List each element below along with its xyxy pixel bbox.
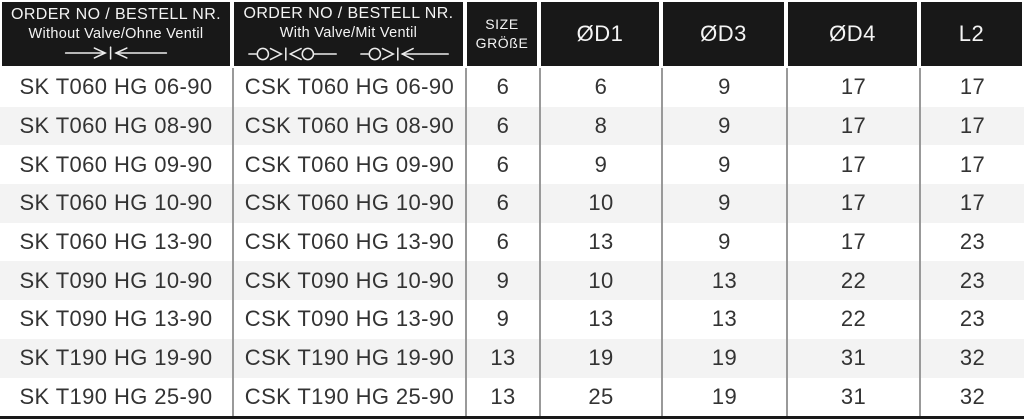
cell-size: 6 <box>465 68 539 107</box>
cell-l2: 32 <box>919 377 1024 417</box>
cell-size: 13 <box>465 377 539 417</box>
cell-order-with-valve: CSK T060 HG 10-90 <box>232 184 465 223</box>
header-d1: ØD1 <box>541 2 659 66</box>
header-order-with-valve: ORDER NO / BESTELL NR. With Valve/Mit Ve… <box>234 2 463 66</box>
table-header: ORDER NO / BESTELL NR. Without Valve/Ohn… <box>0 0 1024 68</box>
cell-d1: 10 <box>539 184 661 223</box>
cell-d4: 17 <box>786 184 919 223</box>
cell-l2: 17 <box>919 68 1024 107</box>
cell-d3: 9 <box>661 68 786 107</box>
cell-l2: 23 <box>919 300 1024 339</box>
header-order-without-valve-title: ORDER NO / BESTELL NR. <box>10 6 222 23</box>
cell-size: 6 <box>465 106 539 146</box>
cell-size: 6 <box>465 184 539 223</box>
cell-d1: 13 <box>539 222 661 262</box>
cell-order-with-valve: CSK T090 HG 13-90 <box>232 300 465 339</box>
cell-order-with-valve: CSK T060 HG 13-90 <box>232 222 465 262</box>
header-order-with-valve-title: ORDER NO / BESTELL NR. <box>243 5 454 22</box>
cell-order-without-valve: SK T090 HG 10-90 <box>0 261 232 301</box>
cell-d4: 31 <box>786 377 919 417</box>
cell-l2: 32 <box>919 338 1024 378</box>
cell-order-without-valve: SK T060 HG 10-90 <box>0 184 232 223</box>
cell-d4: 17 <box>786 106 919 146</box>
cell-size: 6 <box>465 145 539 185</box>
cell-d1: 13 <box>539 300 661 339</box>
cell-d1: 25 <box>539 377 661 417</box>
cell-order-without-valve: SK T190 HG 19-90 <box>0 338 232 378</box>
coupling-valve-both-ends-icon <box>247 47 337 61</box>
cell-d4: 17 <box>786 68 919 107</box>
cell-d4: 31 <box>786 338 919 378</box>
cell-d3: 9 <box>661 222 786 262</box>
cell-order-without-valve: SK T090 HG 13-90 <box>19 306 213 332</box>
header-order-without-valve-subtitle: Without Valve/Ohne Ventil <box>28 26 204 42</box>
cell-d1: 19 <box>539 338 661 378</box>
cell-order-without-valve: SK T060 HG 09-90 <box>19 151 213 177</box>
cell-order-with-valve: CSK T060 HG 08-90 <box>232 106 465 146</box>
cell-order-without-valve: SK T060 HG 13-90 <box>19 229 213 255</box>
table-body: SK T060 HG 06-90 CSK T060 HG 06-90 6 6 9… <box>0 68 1024 417</box>
cell-l2: 17 <box>919 106 1024 146</box>
cell-d1: 8 <box>539 106 661 146</box>
table-bottom-border <box>0 416 1024 420</box>
cell-order-without-valve: SK T060 HG 08-90 <box>0 106 232 146</box>
cell-order-without-valve: SK T190 HG 25-90 <box>19 383 213 409</box>
cell-d1: 10 <box>539 261 661 301</box>
cell-l2: 23 <box>919 222 1024 262</box>
cell-d3: 9 <box>661 106 786 146</box>
cell-size: 6 <box>465 222 539 262</box>
cell-order-with-valve: CSK T060 HG 06-90 <box>232 68 465 107</box>
coupling-no-valve-icon <box>64 46 168 60</box>
cell-order-with-valve: CSK T190 HG 19-90 <box>232 338 465 378</box>
cell-order-with-valve: CSK T190 HG 25-90 <box>232 377 465 417</box>
cell-d1: 9 <box>539 145 661 185</box>
cell-d3: 9 <box>661 145 786 185</box>
cell-size: 9 <box>465 300 539 339</box>
cell-d3: 19 <box>661 338 786 378</box>
cell-order-with-valve: CSK T060 HG 09-90 <box>232 145 465 185</box>
header-order-without-valve: ORDER NO / BESTELL NR. Without Valve/Ohn… <box>2 2 230 66</box>
header-size: SIZE GRÖßE <box>467 2 537 66</box>
cell-d4: 17 <box>786 145 919 185</box>
cell-d3: 9 <box>661 184 786 223</box>
header-order-with-valve-subtitle: With Valve/Mit Ventil <box>279 25 418 41</box>
cell-d4: 22 <box>786 300 919 339</box>
cell-l2: 17 <box>919 145 1024 185</box>
header-d4: ØD4 <box>788 2 917 66</box>
header-l2: L2 <box>921 2 1022 66</box>
cell-order-without-valve: SK T060 HG 06-90 <box>19 74 213 100</box>
header-size-line1: SIZE <box>485 15 519 32</box>
cell-size: 9 <box>465 261 539 301</box>
header-d3: ØD3 <box>663 2 784 66</box>
header-size-line2: GRÖßE <box>475 35 529 51</box>
coupling-valve-single-end-icon <box>359 47 449 61</box>
cell-d1: 6 <box>539 68 661 107</box>
cell-d4: 22 <box>786 261 919 301</box>
coupling-icons-row <box>245 45 453 63</box>
cell-d3: 13 <box>661 261 786 301</box>
cell-l2: 17 <box>919 184 1024 223</box>
cell-d3: 19 <box>661 377 786 417</box>
cell-d4: 17 <box>786 222 919 262</box>
cell-l2: 23 <box>919 261 1024 301</box>
cell-d3: 13 <box>661 300 786 339</box>
cell-size: 13 <box>465 338 539 378</box>
cell-order-with-valve: CSK T090 HG 10-90 <box>232 261 465 301</box>
